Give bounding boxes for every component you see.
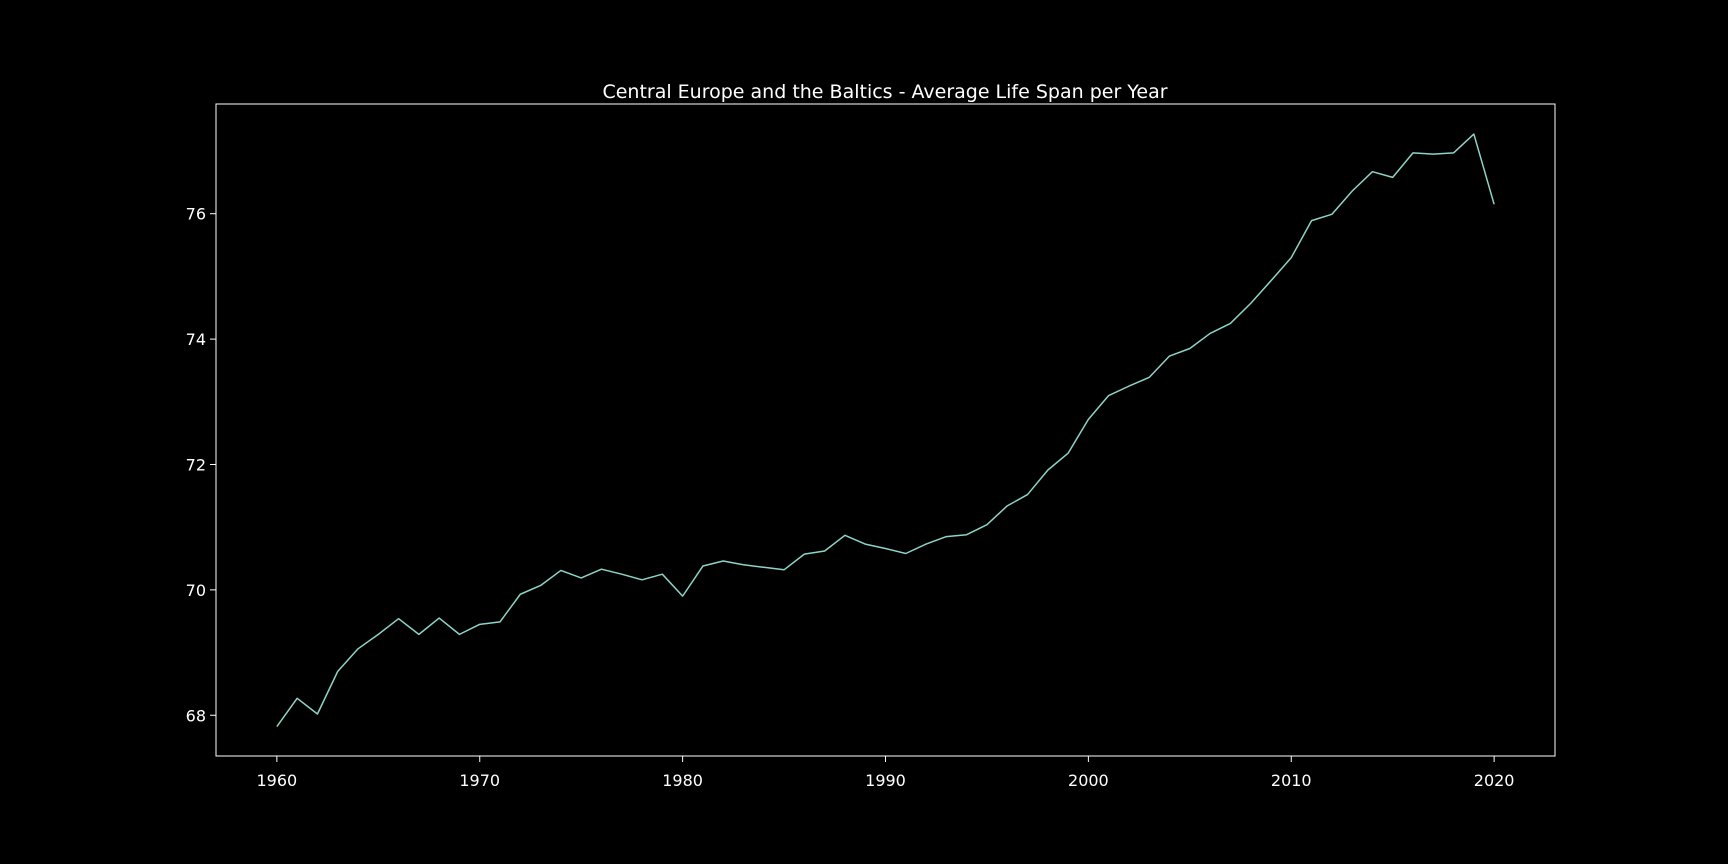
x-tick-label: 1980 <box>662 771 703 790</box>
x-tick-label: 2010 <box>1271 771 1312 790</box>
series-line <box>276 133 1495 727</box>
y-tick-label: 72 <box>186 455 206 474</box>
y-tick-label: 74 <box>186 330 206 349</box>
y-tick-label: 70 <box>186 581 206 600</box>
y-axis-ticks: 68 70 72 74 76 <box>186 205 216 725</box>
x-tick-label: 1960 <box>257 771 298 790</box>
plot-area-frame <box>215 103 1556 757</box>
x-tick-label: 1970 <box>459 771 500 790</box>
y-tick-label: 68 <box>186 706 206 725</box>
y-tick-label: 76 <box>186 205 206 224</box>
chart-title: Central Europe and the Baltics - Average… <box>602 81 1167 103</box>
x-axis-ticks: 1960 1970 1980 1990 2000 2010 2020 <box>257 756 1515 790</box>
x-tick-label: 2000 <box>1068 771 1109 790</box>
x-tick-label: 1990 <box>865 771 906 790</box>
x-tick-label: 2020 <box>1474 771 1515 790</box>
